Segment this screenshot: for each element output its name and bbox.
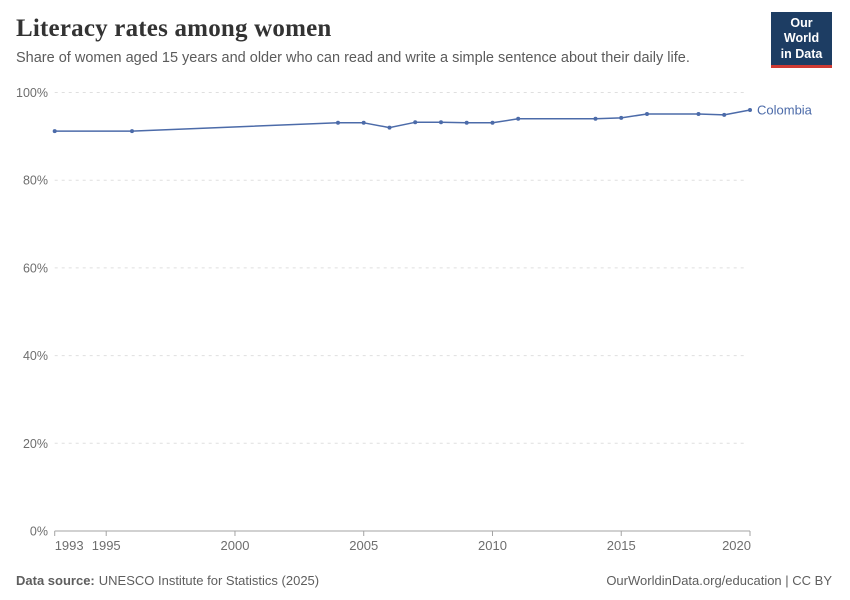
data-point-marker[interactable] [361, 120, 366, 125]
data-point-marker[interactable] [490, 120, 495, 125]
data-point-marker[interactable] [619, 115, 624, 120]
data-source-label: Data source: [16, 573, 95, 588]
owid-logo[interactable]: Our World in Data [771, 12, 832, 68]
footer-license-link[interactable]: OurWorldinData.org/education | CC BY [606, 573, 832, 588]
data-source-text: UNESCO Institute for Statistics (2025) [98, 573, 320, 588]
x-axis-tick-label: 2015 [607, 538, 636, 553]
data-point-marker[interactable] [387, 125, 392, 130]
data-source-note: Data source: UNESCO Institute for Statist… [16, 573, 319, 588]
x-axis-tick-label: 2010 [478, 538, 507, 553]
y-axis-tick-label: 60% [23, 261, 48, 275]
y-axis-tick-label: 100% [16, 86, 48, 100]
data-point-marker[interactable] [748, 108, 752, 112]
data-point-marker[interactable] [516, 116, 521, 121]
data-point-marker[interactable] [336, 120, 340, 125]
y-axis-tick-label: 40% [23, 349, 48, 363]
series-line-colombia[interactable] [53, 109, 751, 132]
owid-logo-line1: Our World [783, 16, 820, 46]
owid-logo-line2: in Data [780, 46, 823, 61]
x-axis-tick-label: 1993 [55, 538, 84, 553]
y-axis-tick-label: 20% [23, 437, 48, 451]
chart-title: Literacy rates among women [16, 15, 332, 42]
chart-subtitle: Share of women aged 15 years and older w… [16, 50, 690, 66]
data-point-marker[interactable] [464, 120, 469, 125]
series-label-colombia: Colombia [757, 103, 813, 118]
data-point-marker[interactable] [696, 112, 701, 116]
data-point-marker[interactable] [52, 129, 57, 134]
x-axis-tick-label: 2000 [221, 538, 250, 553]
x-axis-tick-label: 1995 [92, 538, 121, 553]
data-point-marker[interactable] [593, 116, 598, 121]
x-axis-tick-label: 2020 [722, 538, 751, 553]
chart-header: Literacy rates among women Share of wome… [16, 15, 740, 66]
x-axis-tick-label: 2005 [349, 538, 378, 553]
data-point-marker[interactable] [722, 112, 727, 117]
y-axis-tick-label: 80% [23, 174, 48, 188]
data-point-marker[interactable] [130, 129, 134, 134]
data-point-marker[interactable] [413, 120, 418, 125]
y-axis-tick-label: 0% [30, 525, 48, 539]
chart-footer: Data source: UNESCO Institute for Statist… [16, 573, 832, 588]
data-point-marker[interactable] [645, 112, 649, 116]
data-point-marker[interactable] [439, 120, 443, 125]
